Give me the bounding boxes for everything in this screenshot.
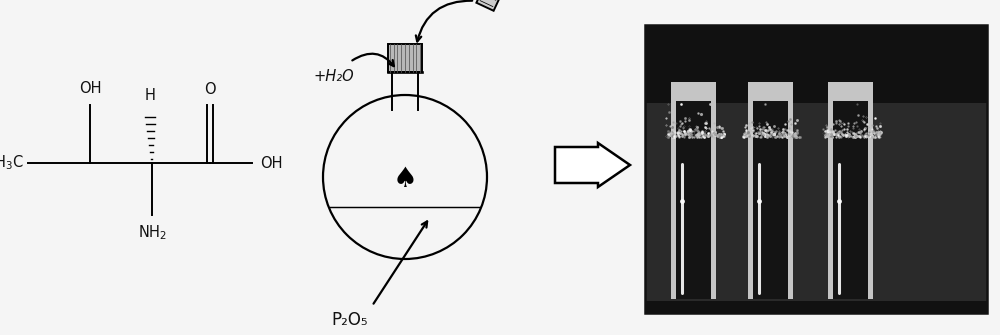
FancyBboxPatch shape [645, 302, 987, 313]
Text: NH$_2$: NH$_2$ [138, 223, 166, 242]
Text: H$_3$C: H$_3$C [0, 154, 24, 172]
FancyBboxPatch shape [671, 82, 716, 299]
FancyBboxPatch shape [645, 25, 987, 313]
Text: O: O [204, 82, 216, 97]
FancyBboxPatch shape [676, 101, 711, 299]
FancyBboxPatch shape [645, 25, 987, 103]
FancyBboxPatch shape [748, 82, 793, 299]
Text: P₂O₅: P₂O₅ [332, 311, 368, 329]
Text: H: H [145, 88, 155, 103]
FancyBboxPatch shape [388, 44, 422, 72]
Text: OH: OH [79, 81, 101, 96]
Polygon shape [476, 0, 511, 11]
FancyBboxPatch shape [753, 101, 788, 299]
Text: ♠: ♠ [393, 165, 417, 193]
FancyBboxPatch shape [833, 101, 868, 299]
Text: OH: OH [260, 155, 283, 171]
FancyBboxPatch shape [828, 82, 873, 299]
Text: +H₂O: +H₂O [313, 69, 354, 84]
Polygon shape [555, 143, 630, 187]
